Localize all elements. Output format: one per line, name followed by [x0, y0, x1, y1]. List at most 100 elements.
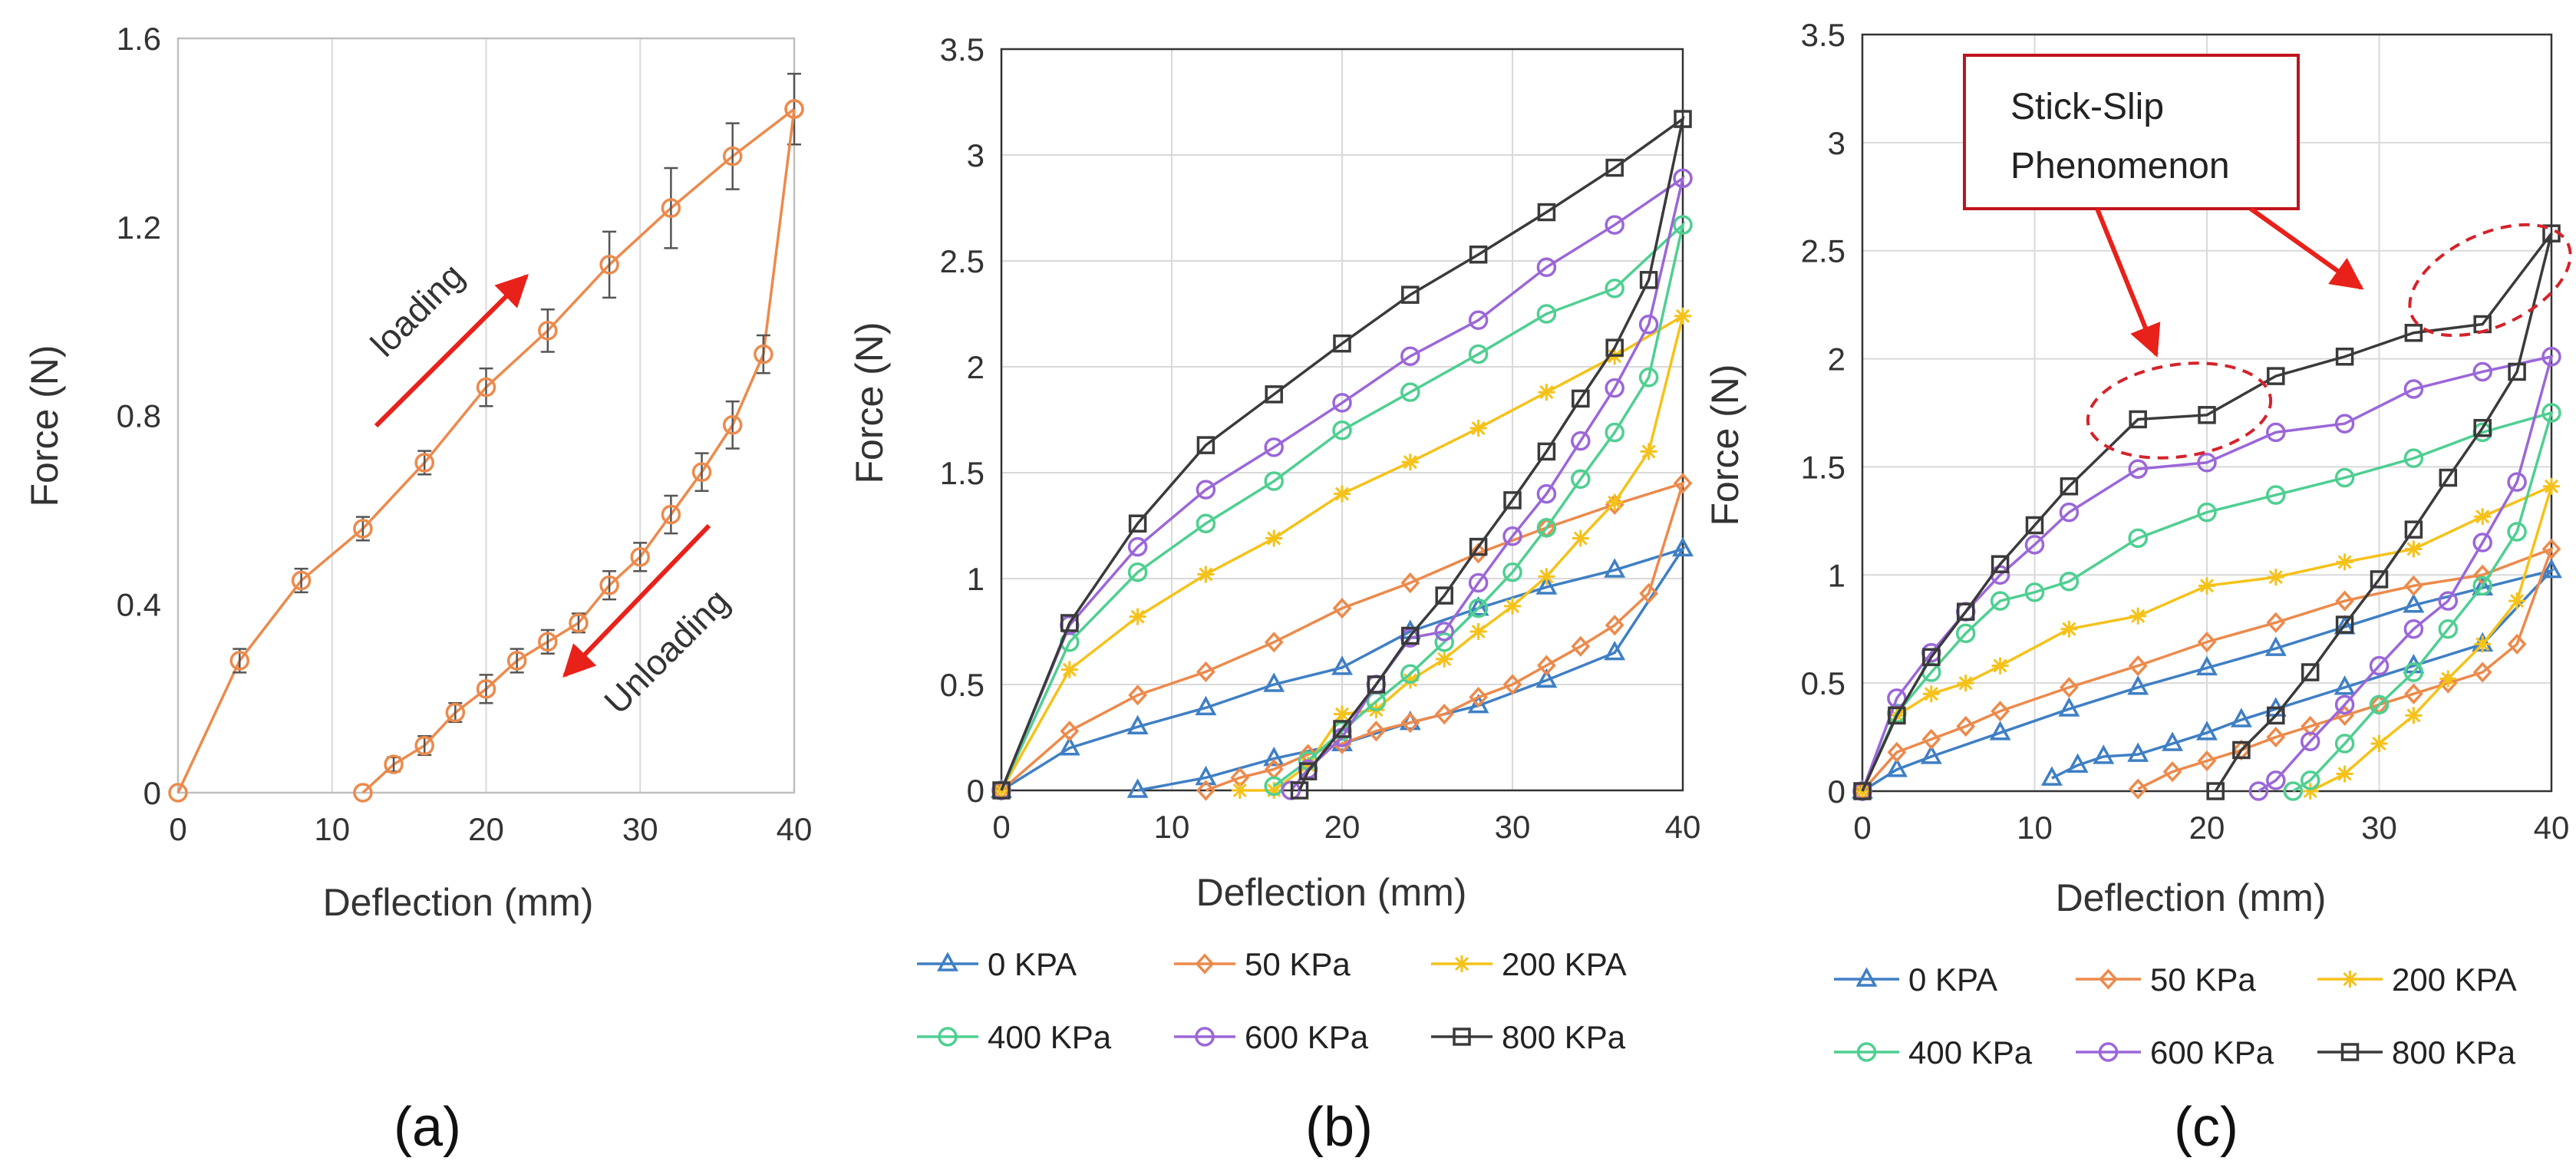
legend-label: 50 KPa	[1245, 946, 1351, 982]
data-point	[2335, 348, 2354, 366]
data-point	[1469, 245, 1488, 264]
data-point	[1921, 728, 1941, 750]
legend-item-800-kpa: 800 KPa	[2317, 1034, 2516, 1070]
loading-arrow	[374, 274, 529, 428]
data-point	[2405, 540, 2423, 558]
stick-slip-annotation: Stick-Slip Phenomenon	[1963, 54, 2572, 460]
y-tick-label: 3	[1828, 125, 1845, 161]
x-tick-label: 30	[2361, 810, 2397, 846]
data-point	[2438, 672, 2458, 694]
data-point	[2404, 324, 2423, 342]
data-point	[2334, 467, 2355, 488]
data-point	[569, 613, 589, 633]
data-point	[2403, 379, 2424, 399]
data-point	[1674, 110, 1692, 128]
data-point	[1502, 562, 1522, 582]
y-tick-label: 2.5	[1801, 233, 1845, 269]
chart-b-ylabel: Force (N)	[848, 322, 891, 483]
chart-b: 0 0.5 1 1.5 2 2.5 3 3.5 0 10 20 30 40 Deflection (mm…	[848, 31, 1700, 1158]
data-point	[476, 679, 496, 699]
data-point	[2162, 761, 2182, 783]
data-point	[2060, 677, 2079, 698]
data-point	[1571, 469, 1591, 490]
y-tick-label: 2	[967, 349, 985, 385]
data-point	[1264, 471, 1284, 491]
data-point	[1264, 437, 1284, 457]
data-point	[1401, 285, 1420, 304]
data-point	[2232, 741, 2251, 760]
data-point	[1197, 566, 1215, 583]
legend-marker	[1453, 955, 1470, 972]
data-point	[2472, 661, 2492, 683]
chart-b-series	[991, 110, 1694, 801]
legend-item-400-kpa: 400 KPa	[1834, 1034, 2033, 1070]
y-tick-label: 2	[1828, 341, 1845, 378]
legend-item-0-kpa: 0 KPA	[917, 946, 1077, 982]
y-tick-label: 0	[967, 773, 985, 809]
data-point	[2541, 559, 2562, 579]
series-line-0-kpa	[1862, 568, 2556, 793]
data-point	[2060, 620, 2078, 638]
stick-slip-arrow-1	[2095, 207, 2161, 358]
series-line-400-kpa	[1000, 220, 1685, 791]
data-point	[2266, 422, 2286, 443]
chart-c-series	[1852, 224, 2562, 802]
data-point	[1991, 657, 2009, 675]
y-tick-label: 1	[967, 561, 985, 597]
data-point	[2438, 591, 2459, 611]
data-point	[2248, 781, 2269, 801]
data-point	[2335, 615, 2354, 634]
y-tick-label: 2.5	[940, 243, 985, 279]
data-point	[1400, 712, 1420, 734]
data-point	[1538, 384, 1555, 401]
x-tick-label: 10	[1154, 809, 1190, 845]
data-point	[2543, 477, 2560, 495]
data-point	[1467, 596, 1489, 616]
data-point	[1536, 304, 1557, 324]
data-point	[2129, 607, 2147, 625]
data-point	[2059, 571, 2080, 592]
data-point	[2301, 783, 2319, 800]
data-point	[1504, 597, 1521, 615]
data-point	[2127, 675, 2149, 695]
data-point	[1298, 762, 1318, 780]
data-point	[2059, 502, 2080, 523]
data-point	[2093, 744, 2115, 764]
data-point	[691, 462, 712, 482]
legend-marker	[938, 1027, 958, 1047]
data-point	[661, 504, 681, 525]
data-point	[2472, 361, 2492, 382]
data-point	[2230, 708, 2252, 727]
y-tick-label: 1.2	[117, 209, 161, 246]
stick-slip-line-2: Phenomenon	[2010, 146, 2230, 186]
data-point	[2024, 535, 2045, 555]
chart-b-grid	[1001, 48, 1684, 790]
data-point	[168, 783, 188, 803]
data-point	[1126, 778, 1149, 798]
chart-c: 0 0.5 1 1.5 2 2.5 3 3.5 0 10 20 30 40 Deflection (mm…	[1704, 17, 2572, 1158]
data-point	[1922, 648, 1941, 667]
x-tick-label: 30	[1495, 809, 1531, 845]
data-point	[1467, 693, 1489, 714]
legend-label: 200 KPA	[2392, 962, 2517, 998]
data-point	[2197, 453, 2217, 473]
data-point	[1955, 623, 1976, 644]
data-point	[1060, 614, 1079, 632]
data-point	[1885, 757, 1908, 777]
data-point	[2403, 618, 2424, 639]
data-point	[2438, 618, 2459, 639]
data-point	[1674, 307, 1691, 325]
legend-marker	[2099, 968, 2118, 990]
data-point	[1672, 536, 1694, 557]
data-point	[2300, 731, 2320, 751]
data-point	[384, 754, 404, 774]
data-point	[2369, 694, 2390, 715]
data-point	[992, 781, 1011, 800]
data-point	[2266, 726, 2286, 748]
legend-label: 0 KPA	[1908, 962, 1997, 998]
legend-label: 200 KPA	[1502, 946, 1627, 982]
data-point	[1606, 493, 1624, 511]
data-point	[2128, 528, 2148, 549]
data-point	[599, 575, 619, 595]
data-point	[506, 651, 527, 671]
